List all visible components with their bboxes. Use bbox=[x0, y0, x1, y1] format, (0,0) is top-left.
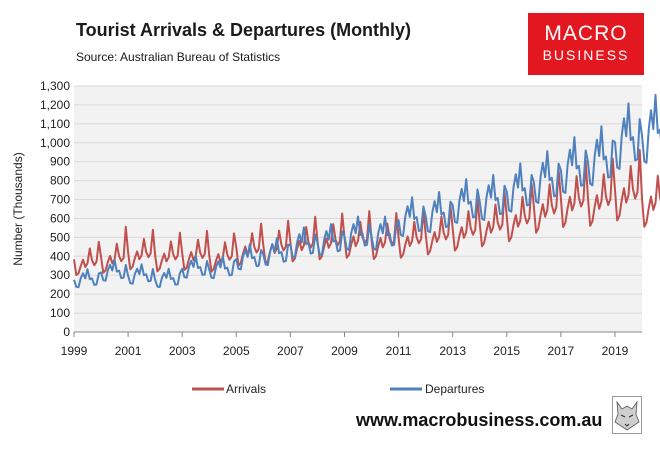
series-line-arrivals bbox=[73, 149, 660, 276]
y-tick-label: 700 bbox=[50, 193, 70, 207]
y-tick-label: 300 bbox=[50, 268, 70, 282]
x-tick-label: 2019 bbox=[602, 344, 629, 358]
x-tick-label: 2007 bbox=[277, 344, 304, 358]
y-tick-label: 1,100 bbox=[40, 117, 70, 131]
y-axis-label: Number (Thousands) bbox=[11, 152, 25, 265]
x-tick-label: 2003 bbox=[169, 344, 196, 358]
x-tick-label: 2009 bbox=[331, 344, 358, 358]
logo-line-2: BUSINESS bbox=[542, 47, 630, 63]
gridlines bbox=[74, 85, 642, 333]
line-chart: 0 100 200 300 400 500 600 700 800 900 1,000 1,100 1,… bbox=[11, 79, 660, 396]
x-tick-label: 2013 bbox=[439, 344, 466, 358]
y-tick-label: 600 bbox=[50, 211, 70, 225]
logo-line-1: MACRO bbox=[544, 22, 628, 45]
y-tick-label: 1,200 bbox=[40, 98, 70, 112]
y-tick-label: 200 bbox=[50, 287, 70, 301]
website-url: www.macrobusiness.com.au bbox=[356, 410, 603, 430]
macro-business-logo: MACRO BUSINESS bbox=[528, 13, 644, 75]
y-tick-label: 800 bbox=[50, 174, 70, 188]
x-tick-label: 2011 bbox=[386, 344, 412, 358]
y-axis-ticks: 0 100 200 300 400 500 600 700 800 900 1,000 1,100 1,… bbox=[40, 79, 70, 339]
x-tick-label: 2017 bbox=[548, 344, 575, 358]
x-tick-label: 2001 bbox=[115, 344, 142, 358]
y-tick-label: 1,300 bbox=[40, 79, 70, 93]
y-tick-label: 100 bbox=[50, 306, 70, 320]
series-lines bbox=[73, 93, 660, 289]
chart-subtitle: Source: Australian Bureau of Statistics bbox=[76, 50, 281, 64]
legend: Arrivals Departures bbox=[192, 382, 484, 396]
y-tick-label: 400 bbox=[50, 249, 70, 263]
chart-title: Tourist Arrivals & Departures (Monthly) bbox=[76, 20, 412, 40]
y-tick-label: 1,000 bbox=[40, 136, 70, 150]
y-tick-label: 900 bbox=[50, 155, 70, 169]
x-axis-ticks: 1999 2001 2003 2005 2007 2009 2011 2013 2015 2017… bbox=[61, 332, 629, 358]
y-tick-label: 500 bbox=[50, 230, 70, 244]
x-tick-label: 1999 bbox=[61, 344, 88, 358]
legend-label-departures: Departures bbox=[425, 382, 484, 396]
x-tick-label: 2015 bbox=[493, 344, 520, 358]
y-tick-label: 0 bbox=[63, 325, 70, 339]
x-tick-label: 2005 bbox=[223, 344, 250, 358]
series-line-departures bbox=[73, 93, 660, 289]
wolf-logo-icon bbox=[612, 396, 642, 434]
legend-label-arrivals: Arrivals bbox=[226, 382, 266, 396]
